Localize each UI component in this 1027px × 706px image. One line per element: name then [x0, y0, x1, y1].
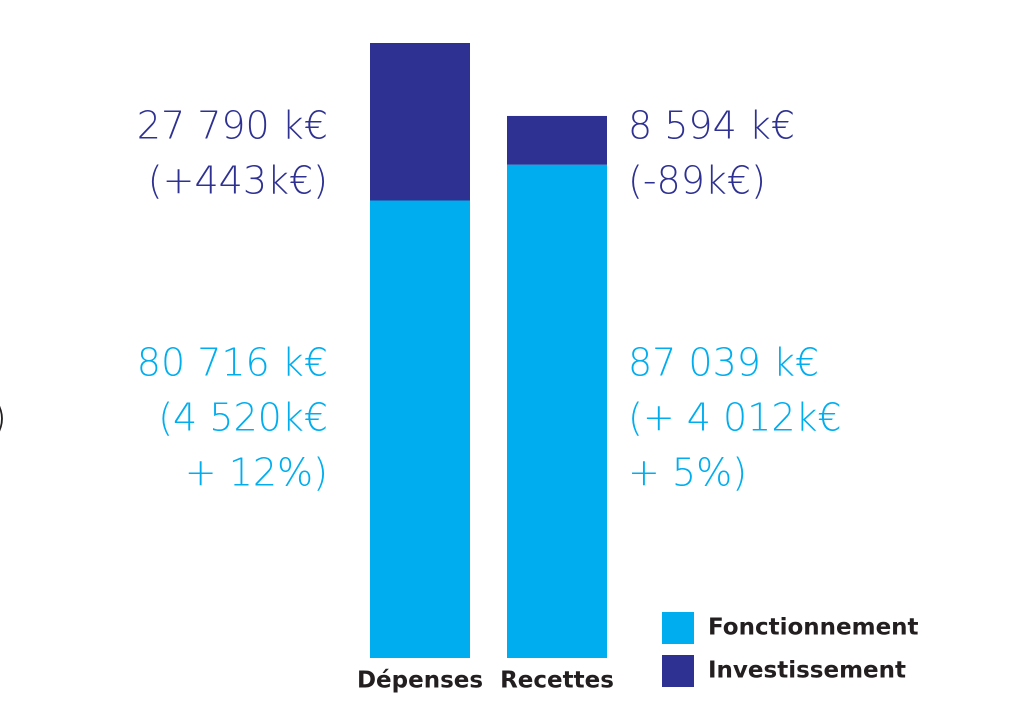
legend-label: Investissement	[708, 658, 906, 684]
value-label: 80 716 k€	[137, 341, 328, 385]
bar-segment	[507, 164, 607, 658]
value-note: + 12%)	[185, 451, 328, 495]
bar-segment	[370, 43, 470, 201]
bar-segment	[370, 200, 470, 658]
value-note: (+ 4 012k€	[628, 396, 842, 440]
value-label: 27 790 k€	[137, 104, 328, 148]
value-note: (4 520k€	[158, 396, 328, 440]
x-tick-label: Dépenses	[357, 668, 483, 694]
value-note: (+443k€)	[148, 159, 328, 203]
value-label: 87 039 k€	[628, 341, 819, 385]
legend-label: Fonctionnement	[708, 615, 919, 641]
legend-swatch	[662, 612, 694, 644]
x-tick-label: Recettes	[500, 668, 614, 694]
bar-segment	[507, 115, 607, 165]
value-label: 8 594 k€	[628, 104, 795, 148]
edge-fragment: )	[0, 396, 7, 440]
value-note: (-89k€)	[628, 159, 766, 203]
value-note: + 5%)	[628, 451, 747, 495]
legend-swatch	[662, 655, 694, 687]
